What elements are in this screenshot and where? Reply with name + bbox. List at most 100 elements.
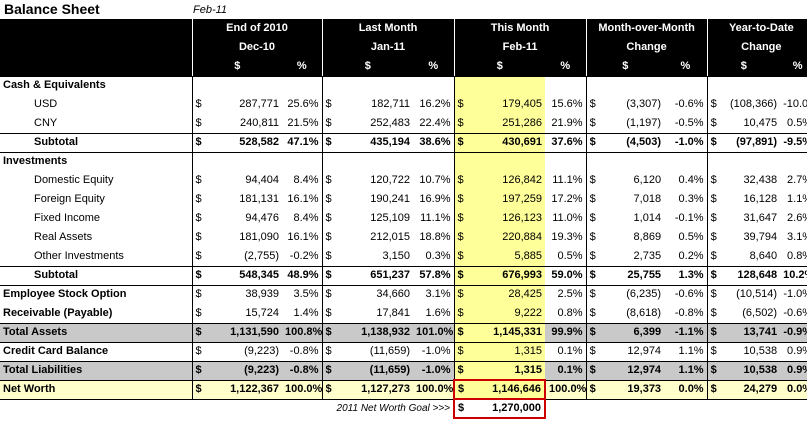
amount-mom-change: 6,399 — [602, 322, 665, 343]
amount-ytd-change: 10,538 — [723, 360, 781, 381]
percent-ytd-change: 0.5% — [787, 116, 807, 129]
percent-last-month: -1.0% — [421, 345, 451, 357]
row-label: Total Liabilities — [0, 360, 192, 381]
row-label: Subtotal — [0, 132, 192, 153]
subtotal-row: Subtotal $528,582 47.1% $435,194 38.6% $430,… — [0, 132, 807, 153]
dollar-sign: $ — [585, 95, 603, 114]
percent-ytd-change: 0.8% — [787, 249, 807, 262]
col-subheader-dec10: Dec-10 — [191, 38, 323, 57]
percent-last-month: 22.4% — [419, 116, 451, 129]
col-header-last-month: Last Month — [321, 19, 455, 38]
unit-percent: % — [664, 57, 708, 77]
col-subheader-jan11: Jan-11 — [321, 38, 455, 57]
dollar-sign: $ — [706, 247, 724, 266]
dollar-sign: $ — [321, 171, 339, 190]
amount-last-month: 1,138,932 — [338, 322, 414, 343]
percent-mom-change: -0.6% — [674, 288, 704, 301]
percent-last-month: 3.1% — [425, 288, 451, 301]
amount-last-month: 34,660 — [376, 288, 411, 301]
col-header-ytd: Year-to-Date — [706, 19, 807, 38]
dollar-sign: $ — [585, 190, 603, 209]
dollar-sign: $ — [191, 132, 208, 153]
unit-dollar: $ — [585, 57, 665, 77]
col-subheader-feb11: Feb-11 — [453, 38, 587, 57]
percent-ytd-change: -9.5% — [780, 132, 807, 153]
percent-mom-change: -1.1% — [664, 322, 708, 343]
dollar-sign: $ — [321, 322, 339, 343]
table-row: Credit Card Balance $ (9,223) -0.8% $ (11,65… — [0, 342, 807, 361]
amount-mom-change: 19,373 — [602, 379, 665, 400]
table-row: Domestic Equity $94,404 8.4% $120,722 10.7%… — [0, 171, 807, 190]
percent-this-month: 15.6% — [551, 98, 583, 110]
amount-ytd-change: 39,794 — [743, 231, 778, 243]
dollar-sign: $ — [585, 342, 603, 361]
dollar-sign: $ — [191, 285, 208, 304]
dollar-sign: $ — [453, 265, 471, 286]
percent-mom-change: -0.1% — [674, 212, 704, 224]
amount-end-2010: 528,582 — [208, 132, 282, 153]
amount-mom-change: 2,735 — [633, 249, 662, 262]
col-header-this-month: This Month — [453, 19, 587, 38]
amount-end-2010: 94,476 — [245, 212, 279, 224]
percent-mom-change: 0.5% — [678, 231, 704, 243]
percent-ytd-change: 0.0% — [780, 379, 807, 400]
percent-last-month: 10.7% — [419, 174, 451, 186]
dollar-sign: $ — [706, 190, 724, 209]
percent-this-month: 37.6% — [545, 132, 587, 153]
goal-value: 1,270,000 — [470, 398, 547, 419]
dollar-sign: $ — [585, 132, 603, 153]
dollar-sign: $ — [706, 342, 724, 361]
amount-ytd-change: 8,640 — [749, 249, 778, 262]
percent-end-2010: 48.9% — [282, 265, 323, 286]
dollar-sign: $ — [453, 285, 471, 304]
amount-end-2010: 181,090 — [239, 231, 279, 243]
percent-this-month: 11.1% — [552, 174, 583, 186]
percent-end-2010: 16.1% — [287, 231, 319, 243]
amount-last-month: 651,237 — [338, 265, 414, 286]
row-label: Fixed Income — [34, 212, 101, 224]
dollar-sign: $ — [191, 247, 208, 266]
dollar-sign: $ — [321, 190, 339, 209]
percent-end-2010: 1.4% — [293, 306, 319, 319]
percent-mom-change: -0.8% — [674, 306, 704, 319]
dollar-sign: $ — [191, 304, 208, 323]
percent-this-month: 59.0% — [545, 265, 587, 286]
row-label: Receivable (Payable) — [3, 306, 113, 319]
dollar-sign: $ — [191, 228, 208, 247]
percent-this-month: 100.0% — [545, 379, 587, 400]
percent-last-month: 57.8% — [413, 265, 455, 286]
dollar-sign: $ — [191, 209, 208, 228]
row-label: Foreign Equity — [34, 193, 105, 205]
table-row: USD $287,771 25.6% $182,711 16.2% $179,405 15… — [0, 95, 807, 114]
percent-this-month: 99.9% — [545, 322, 587, 343]
percent-end-2010: -0.8% — [282, 360, 323, 381]
amount-this-month: 220,884 — [470, 228, 546, 247]
dollar-sign: $ — [453, 322, 471, 343]
amount-last-month: 125,109 — [370, 212, 411, 224]
amount-last-month: (11,659) — [369, 345, 411, 357]
dollar-sign: $ — [706, 171, 724, 190]
percent-last-month: 16.9% — [419, 193, 451, 205]
percent-last-month: 11.1% — [420, 212, 451, 224]
amount-mom-change: (3,307) — [626, 98, 662, 110]
amount-mom-change: 12,974 — [602, 360, 665, 381]
percent-last-month: 101.0% — [413, 322, 455, 343]
table-row: Foreign Equity $181,131 16.1% $190,241 16.9… — [0, 190, 807, 209]
dollar-sign: $ — [706, 379, 724, 400]
table-row: CNY $240,811 21.5% $252,483 22.4% $251,286 21… — [0, 114, 807, 133]
amount-mom-change: (4,503) — [602, 132, 665, 153]
dollar-sign: $ — [321, 285, 339, 304]
col-subheader-mom-change: Change — [585, 38, 708, 57]
percent-end-2010: -0.8% — [289, 345, 319, 357]
amount-last-month: 1,127,273 — [338, 379, 414, 400]
table-row: Receivable (Payable) $15,724 1.4% $17,841 1… — [0, 304, 807, 323]
amount-ytd-change: 24,279 — [723, 379, 781, 400]
percent-this-month: 0.1% — [545, 360, 587, 381]
header-row-1: End of 2010 Last Month This Month Month-… — [0, 19, 807, 38]
dollar-sign: $ — [453, 304, 471, 323]
dollar-sign: $ — [706, 95, 724, 114]
amount-this-month: 5,885 — [470, 247, 546, 266]
amount-ytd-change: 10,475 — [743, 116, 778, 129]
title-bar: Balance Sheet Feb-11 — [0, 0, 807, 19]
amount-this-month: 126,123 — [470, 209, 546, 228]
